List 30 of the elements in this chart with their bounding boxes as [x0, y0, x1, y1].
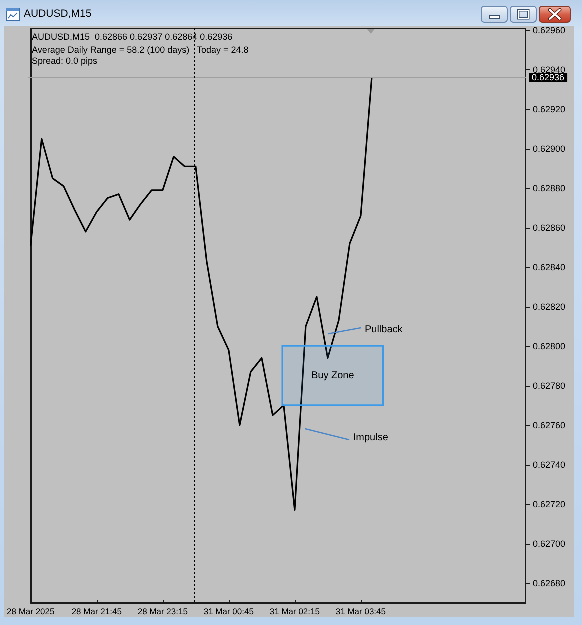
chart-title: AUDUSD,M15 — [24, 7, 92, 21]
y-tick-label: 0.62780 — [533, 380, 566, 391]
y-tick-label: 0.62720 — [533, 499, 566, 510]
annotation: Impulse — [353, 432, 389, 444]
annotation: Spread: 0.0 pips — [32, 56, 98, 66]
x-tick-label: 31 Mar 02:15 — [270, 606, 320, 616]
ref-line-label: 0.62936 — [532, 72, 565, 82]
y-tick-label: 0.62940 — [533, 64, 566, 75]
x-tick-label: 31 Mar 03:45 — [336, 606, 386, 616]
y-tick-label: 0.62860 — [533, 222, 566, 233]
annotation: Pullback — [364, 324, 404, 336]
x-tick-label: 28 Mar 23:15 — [138, 606, 188, 616]
y-tick-label: 0.62820 — [533, 302, 566, 312]
annotation: Today = 24.8 — [197, 45, 249, 55]
y-tick-label: 0.62900 — [533, 144, 566, 154]
y-tick-label: 0.62680 — [533, 578, 566, 588]
y-tick-label: 0.62760 — [533, 420, 566, 430]
band-label: Buy Zone — [311, 370, 355, 382]
chart-subtitle: AUDUSD,M15 0.62866 0.62937 0.62864 0.62936 — [32, 32, 233, 42]
y-tick-label: 0.62700 — [533, 538, 566, 549]
x-tick-label: 28 Mar 2025 — [6, 606, 55, 616]
x-tick-label: 28 Mar 21:45 — [72, 606, 122, 616]
y-tick-label: 0.62880 — [533, 183, 566, 194]
y-tick-label: 0.62740 — [533, 460, 566, 470]
y-tick-label: 0.62800 — [533, 341, 566, 352]
x-tick-label: 31 Mar 00:45 — [204, 606, 254, 616]
annotation: Average Daily Range = 58.2 (100 days) — [32, 45, 190, 55]
y-tick-label: 0.62960 — [533, 26, 566, 36]
y-tick-label: 0.62920 — [533, 104, 566, 114]
y-tick-label: 0.62840 — [533, 262, 566, 272]
